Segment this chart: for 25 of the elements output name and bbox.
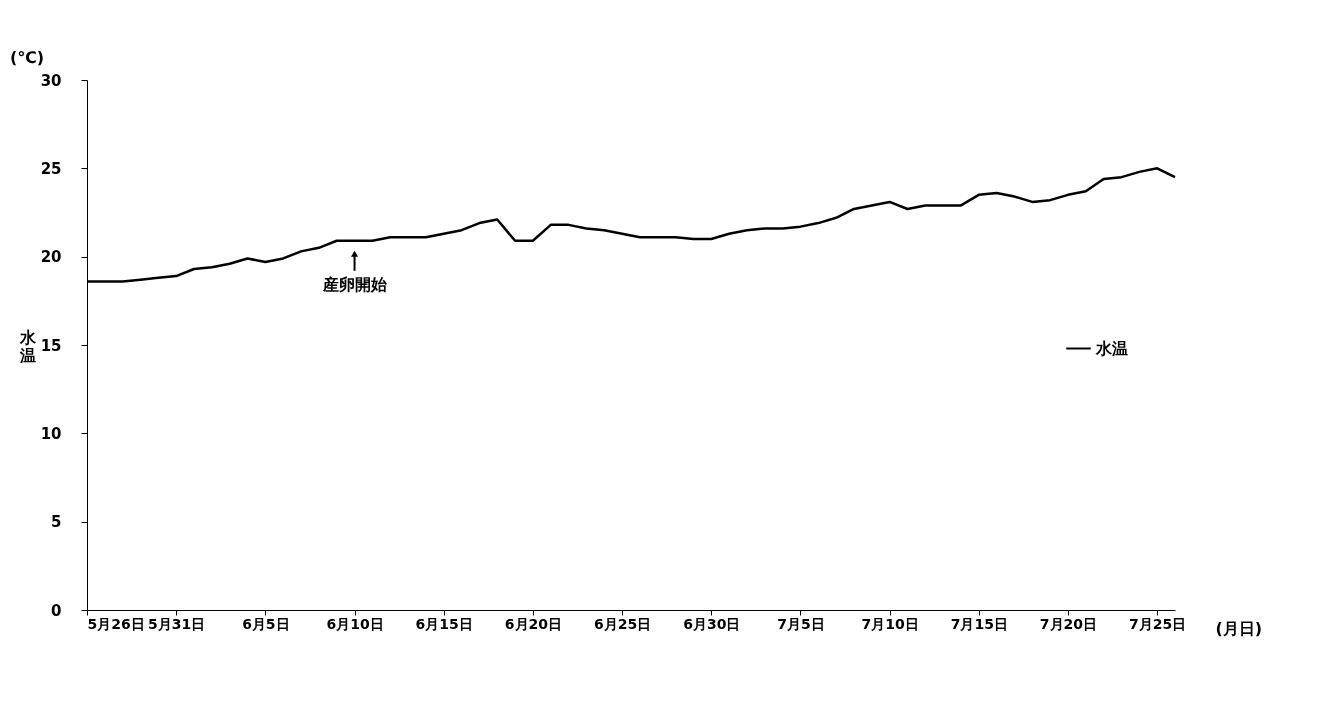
x-tick-label: 7月20日 [1039, 615, 1098, 632]
x-tick-label: 6月10日 [326, 615, 384, 632]
y-tick-label: 5 [51, 513, 62, 532]
y-axis-title: 水温 [18, 327, 37, 365]
x-tick-label: 6月30日 [683, 615, 741, 632]
x-tick-label: 6月5日 [242, 615, 290, 632]
x-tick-label: 6月15日 [415, 615, 473, 632]
y-tick-label: 0 [51, 601, 62, 620]
annotation: 産卵開始 [321, 274, 388, 294]
x-tick-label: 5月26日 [87, 615, 145, 632]
legend-label: 水温 [1095, 338, 1128, 358]
x-tick-label: 6月25日 [593, 615, 652, 632]
y-tick-label: 15 [40, 336, 62, 355]
x-axis-title: (月日) [1215, 618, 1263, 638]
x-tick-label: 7月15日 [950, 615, 1008, 632]
x-tick-label: 5月31日 [148, 615, 206, 632]
x-tick-label: 7月5日 [777, 615, 825, 632]
y-tick-label: 25 [40, 159, 62, 178]
text: (℃) [10, 48, 44, 67]
x-tick-label: 7月25日 [1129, 615, 1187, 632]
y-tick-label: 10 [40, 424, 62, 443]
y-tick-label: 20 [40, 248, 62, 267]
x-tick-label: 6月20日 [504, 615, 563, 632]
y-tick-label: 30 [40, 71, 62, 90]
x-tick-label: 7月10日 [861, 615, 919, 632]
